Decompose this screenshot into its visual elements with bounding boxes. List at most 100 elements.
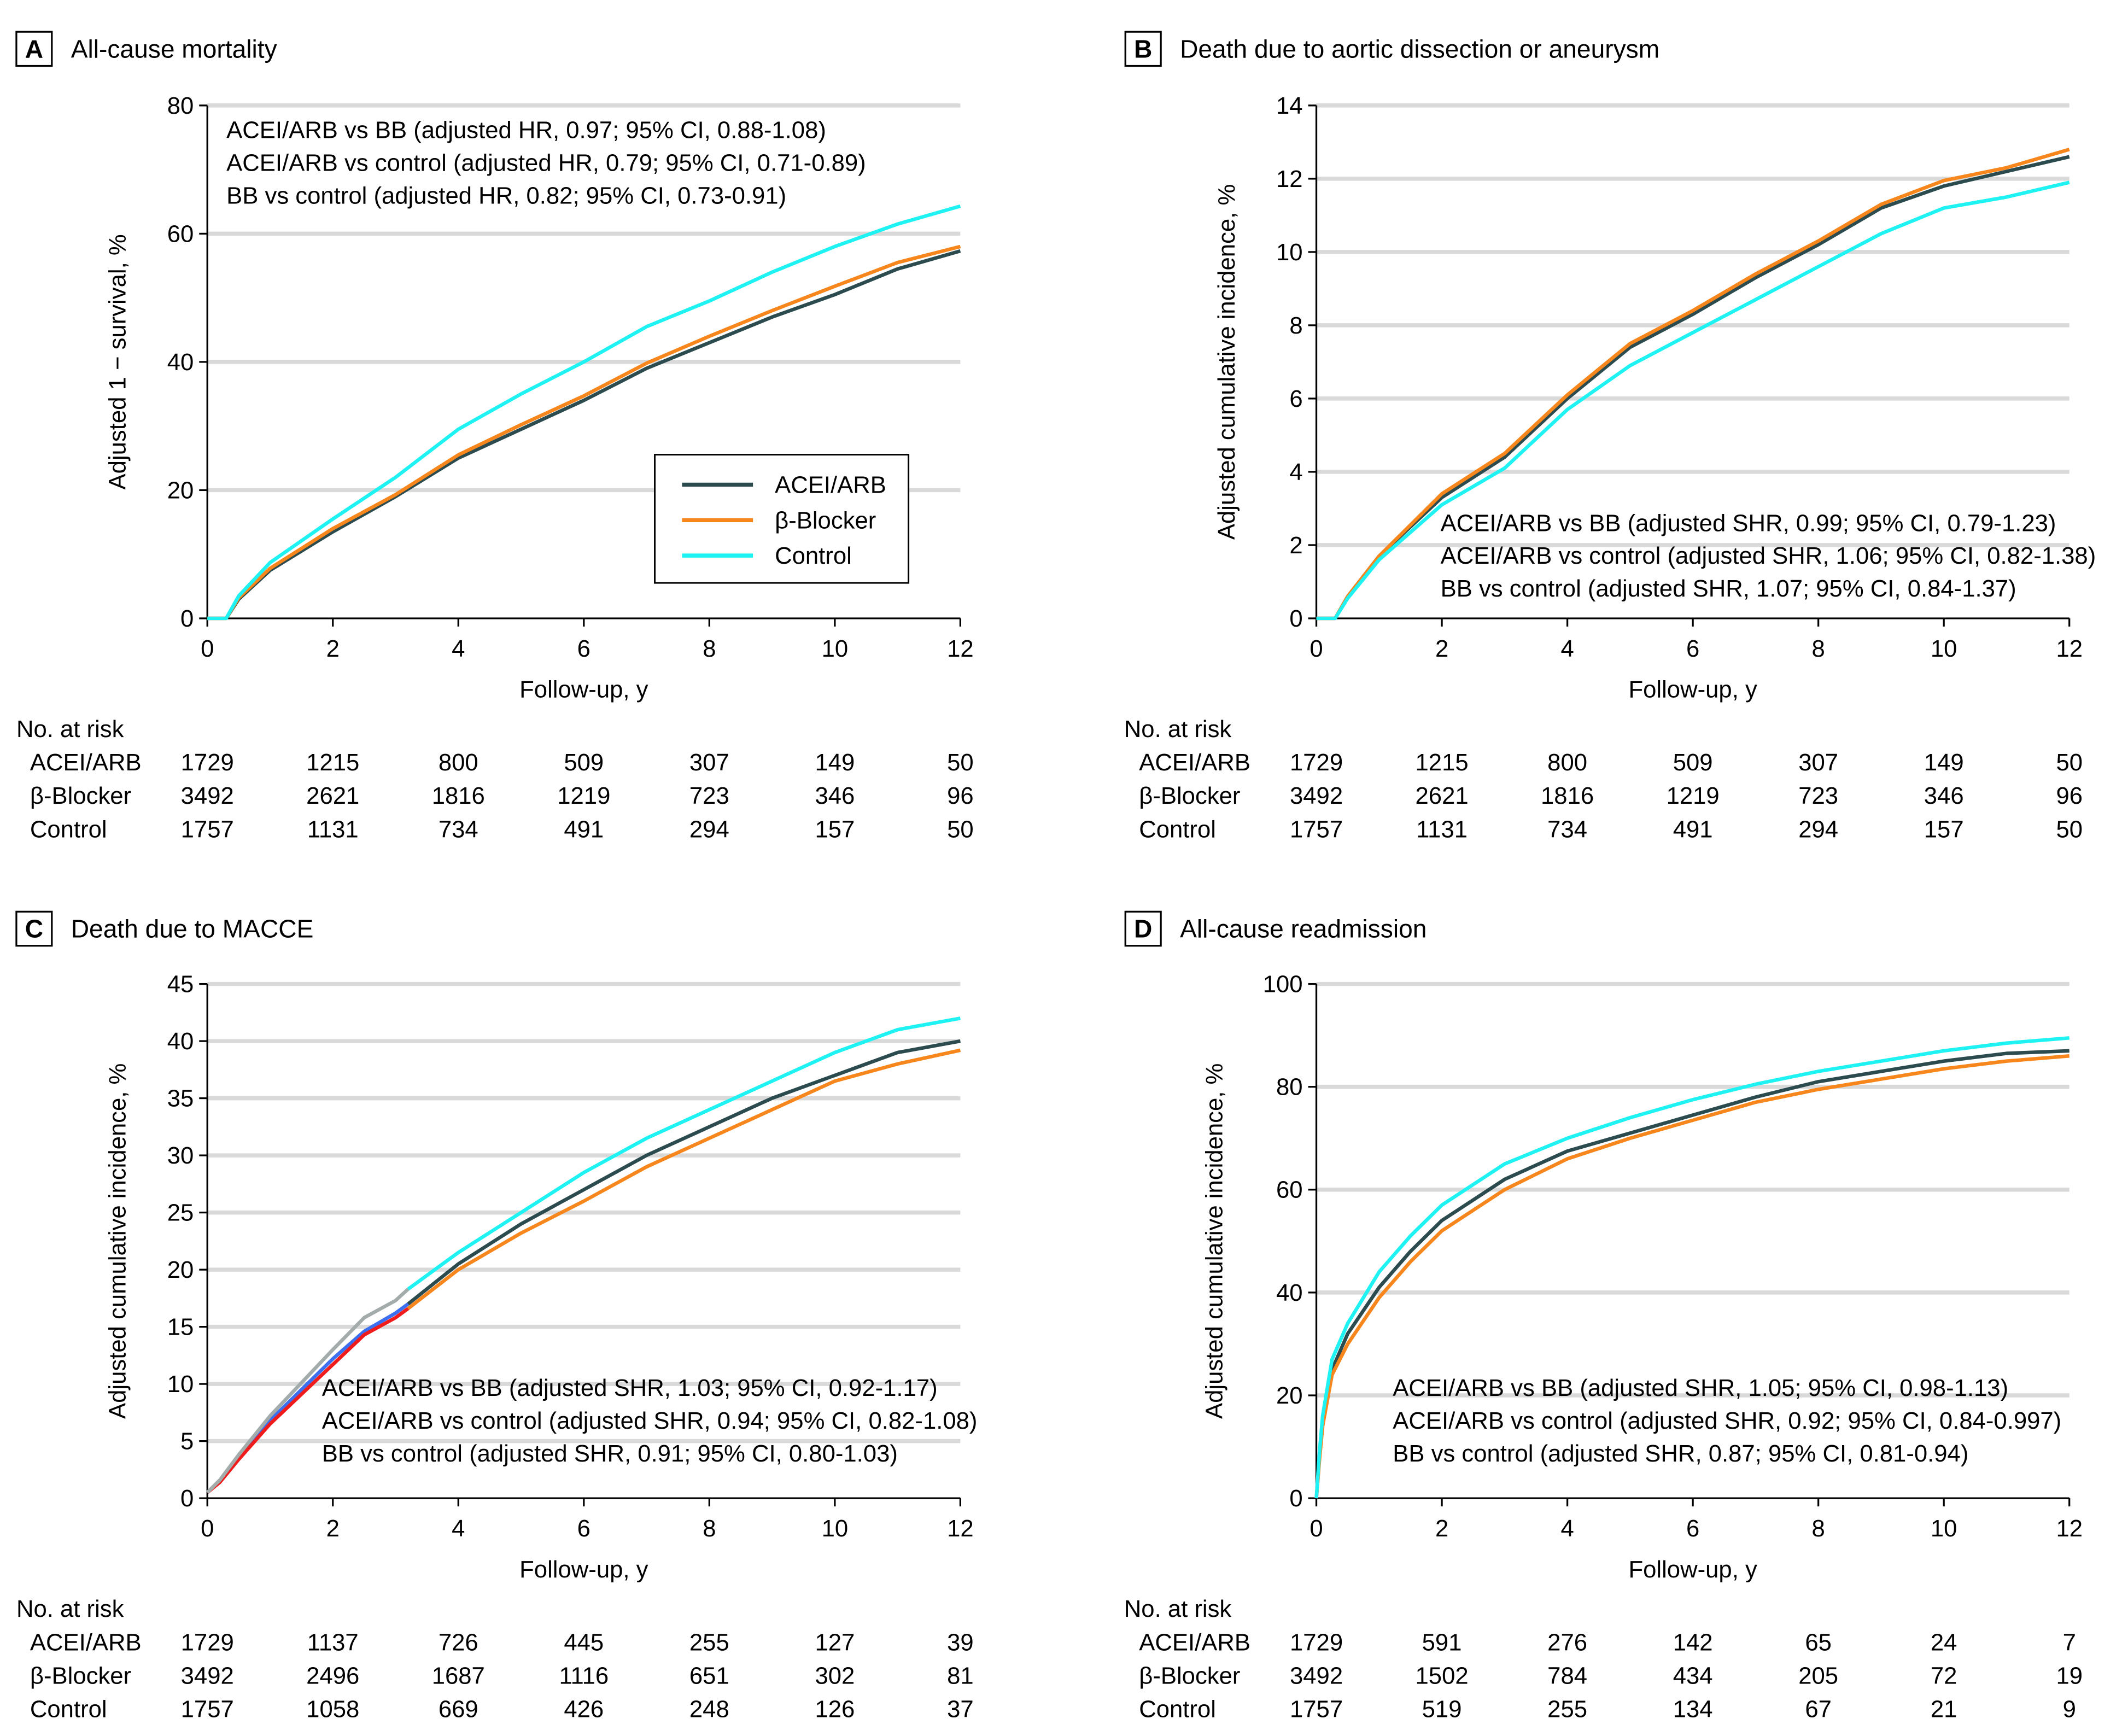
risk-row-label: Control <box>1139 816 1216 843</box>
risk-value: 3492 <box>181 1662 234 1689</box>
risk-value: 1215 <box>306 749 359 776</box>
risk-value: 519 <box>1422 1696 1462 1723</box>
risk-value: 294 <box>689 816 729 843</box>
y-axis-label: Adjusted cumulative incidence, % <box>104 1063 131 1419</box>
panel-letter-box <box>1124 31 1162 67</box>
x-tick-label: 2 <box>326 1515 340 1542</box>
hr-annotation: ACEI/ARB vs control (adjusted SHR, 0.92;… <box>1393 1407 2061 1434</box>
panel-title: Death due to aortic dissection or aneury… <box>1180 35 1659 63</box>
risk-value: 3492 <box>1290 782 1343 809</box>
risk-value: 1137 <box>307 1629 359 1656</box>
risk-value: 50 <box>2056 749 2083 776</box>
risk-value: 50 <box>2056 816 2083 843</box>
risk-value: 255 <box>689 1629 729 1656</box>
risk-table-heading: No. at risk <box>1124 1595 1232 1622</box>
x-tick-label: 6 <box>1686 1515 1699 1542</box>
hr-annotation: ACEI/ARB vs BB (adjusted HR, 0.97; 95% C… <box>226 117 826 144</box>
hr-annotation: BB vs control (adjusted SHR, 0.91; 95% C… <box>322 1440 898 1467</box>
y-tick-label: 40 <box>167 1028 194 1055</box>
risk-value: 434 <box>1673 1662 1713 1689</box>
risk-value: 255 <box>1547 1696 1587 1723</box>
y-tick-label: 20 <box>1276 1382 1303 1409</box>
panel-letter-box <box>1124 910 1162 947</box>
risk-value: 302 <box>815 1662 855 1689</box>
legend-label: ACEI/ARB <box>775 471 886 498</box>
risk-value: 96 <box>947 782 974 809</box>
risk-value: 1219 <box>1667 782 1720 809</box>
y-tick-label: 80 <box>167 92 194 119</box>
risk-value: 2496 <box>306 1662 359 1689</box>
risk-value: 37 <box>947 1696 974 1723</box>
risk-value: 24 <box>1931 1629 1957 1656</box>
risk-value: 734 <box>439 816 478 843</box>
risk-value: 50 <box>947 816 974 843</box>
risk-value: 1757 <box>1290 1696 1343 1723</box>
risk-value: 149 <box>1924 749 1964 776</box>
risk-value: 294 <box>1798 816 1838 843</box>
risk-value: 784 <box>1547 1662 1587 1689</box>
risk-row-label: ACEI/ARB <box>1139 749 1250 776</box>
risk-value: 491 <box>564 816 604 843</box>
x-tick-label: 12 <box>2056 635 2083 662</box>
risk-value: 1729 <box>181 1629 234 1656</box>
legend: ACEI/ARB β-Blocker Control <box>654 454 910 584</box>
series-line-bb <box>407 1048 961 1310</box>
x-tick-label: 8 <box>703 1515 716 1542</box>
y-tick-label: 14 <box>1276 92 1303 119</box>
risk-row-label: β-Blocker <box>30 1662 131 1689</box>
risk-value: 1687 <box>432 1662 485 1689</box>
risk-row-label: Control <box>30 1696 107 1723</box>
hr-annotation: BB vs control (adjusted HR, 0.82; 95% CI… <box>226 182 786 209</box>
x-tick-label: 4 <box>452 1515 465 1542</box>
risk-value: 723 <box>689 782 729 809</box>
risk-row-label: ACEI/ARB <box>30 749 142 776</box>
panel-title: Death due to MACCE <box>71 915 314 943</box>
series-line-control <box>407 1016 961 1291</box>
x-tick-label: 0 <box>1309 1515 1323 1542</box>
risk-value: 157 <box>815 816 855 843</box>
series-line-control <box>1314 1036 2069 1499</box>
risk-value: 157 <box>1924 816 1964 843</box>
risk-table-heading: No. at risk <box>16 1595 124 1622</box>
risk-value: 142 <box>1673 1629 1713 1656</box>
risk-row-label: ACEI/ARB <box>1139 1629 1250 1656</box>
panel-b: B Death due to aortic dissection or aneur… <box>1124 31 2096 843</box>
risk-value: 3492 <box>181 782 234 809</box>
hr-annotation: ACEI/ARB vs control (adjusted HR, 0.79; … <box>226 150 866 177</box>
risk-value: 800 <box>1547 749 1587 776</box>
risk-value: 307 <box>1798 749 1838 776</box>
y-tick-label: 0 <box>1289 1485 1302 1512</box>
risk-value: 67 <box>1805 1696 1832 1723</box>
risk-value: 134 <box>1673 1696 1713 1723</box>
risk-value: 346 <box>815 782 855 809</box>
risk-value: 1757 <box>181 1696 234 1723</box>
risk-value: 81 <box>947 1662 974 1689</box>
x-tick-label: 8 <box>1812 1515 1825 1542</box>
y-axis-label: Adjusted cumulative incidence, % <box>1213 184 1240 540</box>
series-line-control-early <box>206 1288 410 1494</box>
risk-value: 426 <box>564 1696 604 1723</box>
x-tick-label: 10 <box>1931 1515 1957 1542</box>
y-tick-label: 25 <box>167 1200 194 1226</box>
y-tick-label: 60 <box>167 220 194 247</box>
risk-value: 2621 <box>306 782 359 809</box>
panel-title: All-cause mortality <box>71 35 277 63</box>
y-axis-label: Adjusted cumulative incidence, % <box>1201 1063 1227 1419</box>
risk-value: 509 <box>564 749 604 776</box>
y-tick-label: 40 <box>1276 1279 1303 1306</box>
risk-value: 205 <box>1798 1662 1838 1689</box>
risk-value: 346 <box>1924 782 1964 809</box>
y-tick-label: 2 <box>1289 532 1302 559</box>
risk-value: 1729 <box>181 749 234 776</box>
risk-value: 651 <box>689 1662 729 1689</box>
risk-value: 307 <box>689 749 729 776</box>
x-tick-label: 6 <box>577 635 591 662</box>
y-tick-label: 20 <box>167 477 194 504</box>
risk-value: 9 <box>2063 1696 2076 1723</box>
x-tick-label: 8 <box>1812 635 1825 662</box>
panel-letter: C <box>25 915 43 943</box>
risk-value: 96 <box>2056 782 2083 809</box>
x-tick-label: 0 <box>1309 635 1323 662</box>
